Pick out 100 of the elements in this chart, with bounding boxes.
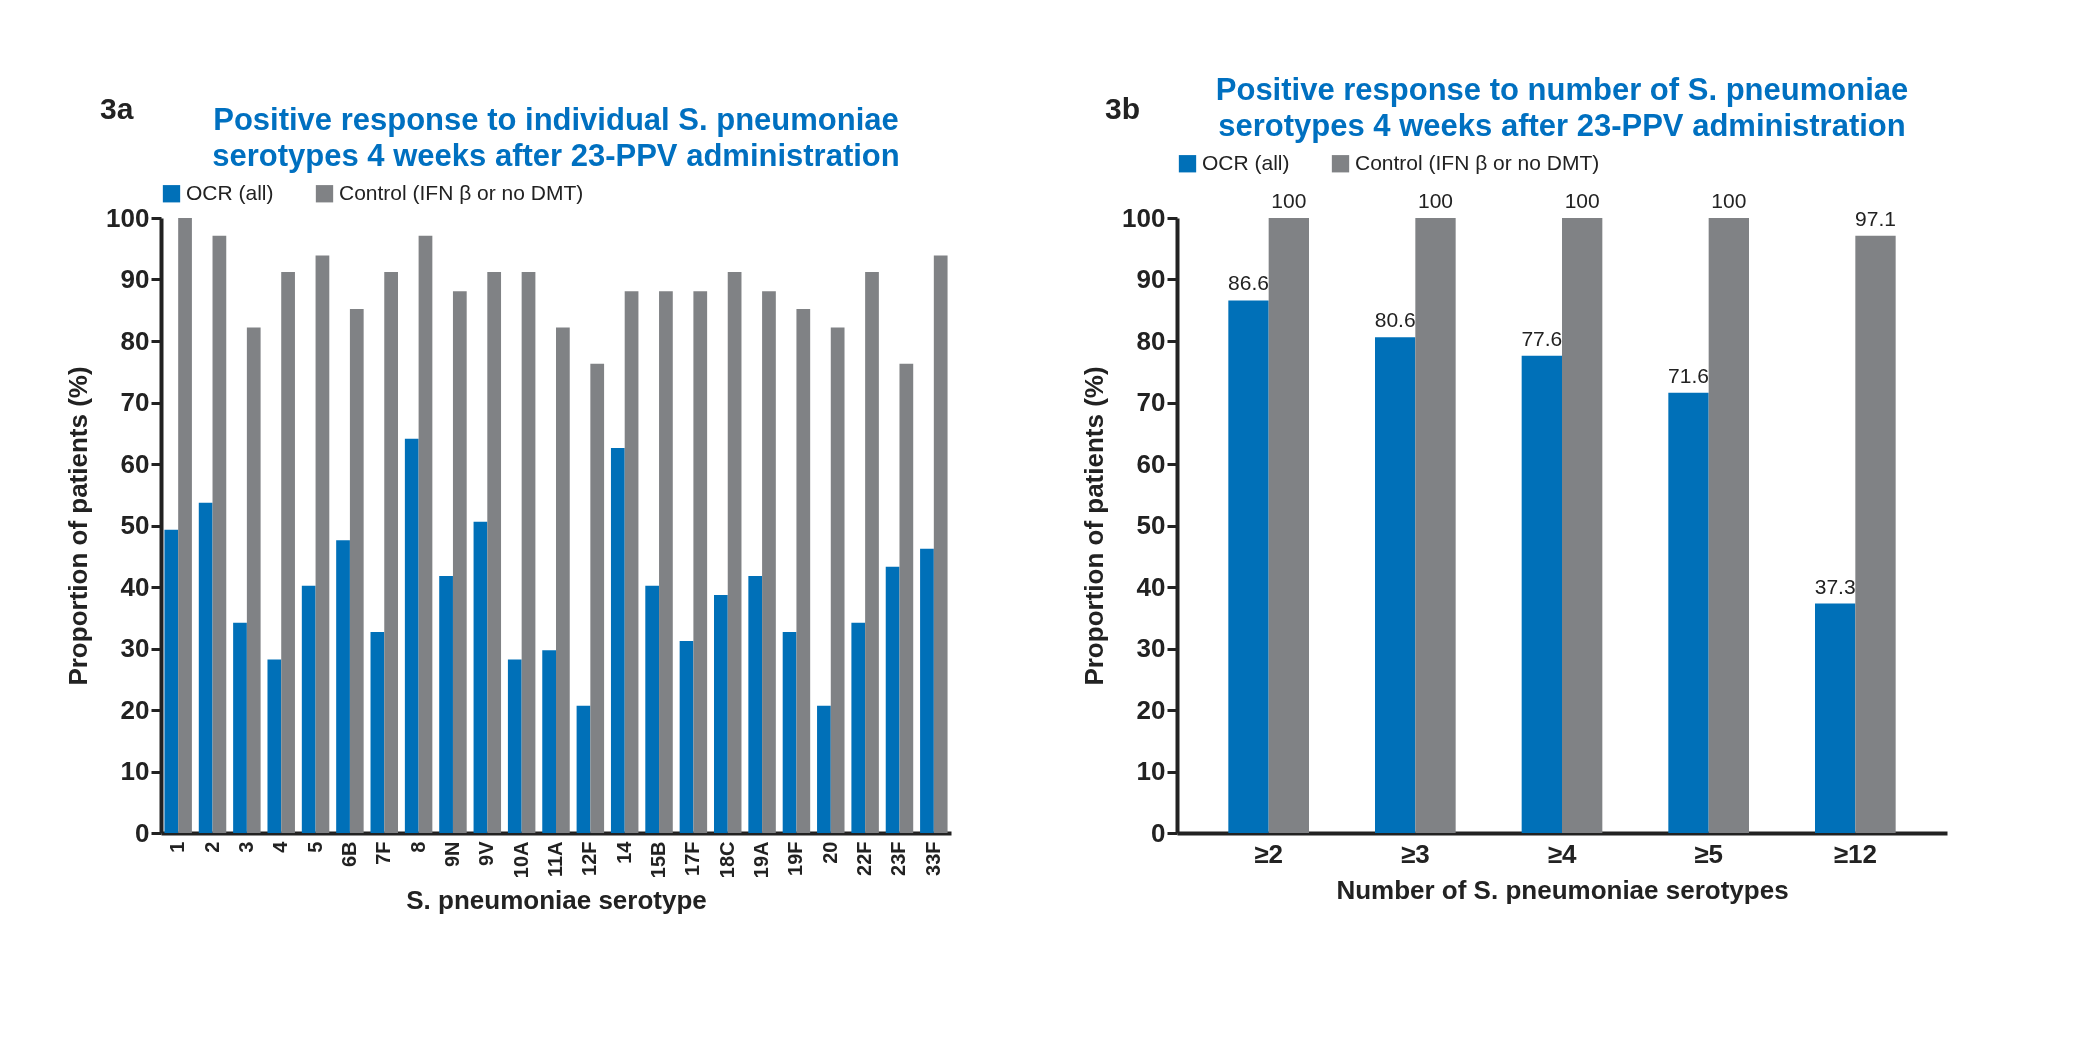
- bar: [281, 272, 295, 833]
- x-tick-label: 33F: [921, 841, 944, 876]
- bar: [851, 622, 866, 833]
- data-label: 80.6: [1374, 308, 1416, 332]
- bar: [762, 291, 776, 833]
- bar: [865, 272, 879, 833]
- x-tick-label: 18C: [715, 841, 738, 879]
- y-tick-label: 90: [1136, 264, 1166, 294]
- bar: [178, 218, 192, 833]
- x-tick-label: 11A: [544, 841, 566, 878]
- x-tick-label: 8: [406, 841, 429, 853]
- x-tick-label: 19A: [750, 841, 773, 879]
- y-tick-label: 80: [120, 325, 150, 356]
- y-tick-label: 40: [1136, 571, 1166, 602]
- x-tick-label: ≥5: [1694, 838, 1724, 869]
- x-tick-label: ≥2: [1254, 838, 1284, 869]
- x-tick-label: 1: [166, 841, 189, 853]
- bar: [1668, 392, 1709, 833]
- x-axis-title: S. pneumoniae serotype: [406, 885, 707, 916]
- x-tick-label: 12F: [578, 841, 601, 876]
- x-tick-label: 3: [234, 841, 257, 853]
- bar: [714, 595, 728, 833]
- chart-title: Positive response to number of S. pneumoniae serotypes 4 weeks after 23-PPV administration: [1215, 72, 1909, 143]
- bar: [1375, 337, 1416, 833]
- bar: [267, 659, 282, 833]
- y-tick-label: 0: [1151, 817, 1166, 848]
- y-tick-label: 100: [1122, 202, 1166, 233]
- bar: [473, 521, 488, 833]
- bar: [198, 502, 213, 833]
- bar: [1228, 300, 1269, 833]
- x-tick-label: ≥4: [1547, 838, 1577, 869]
- y-tick-label: 30: [1136, 633, 1166, 663]
- y-tick-label: 90: [120, 264, 150, 294]
- x-tick-label: 4: [269, 840, 292, 853]
- y-tick-label: 70: [120, 387, 150, 417]
- bar: [1708, 218, 1749, 833]
- bar: [521, 272, 536, 833]
- bar: [542, 650, 556, 833]
- bar: [507, 659, 522, 833]
- bar: [384, 272, 398, 833]
- data-label: 100: [1417, 189, 1454, 212]
- x-tick-label: 22F: [853, 841, 876, 876]
- bar: [233, 622, 247, 833]
- bar: [212, 235, 227, 833]
- bar: [830, 327, 845, 833]
- data-label: 77.6: [1521, 326, 1563, 350]
- legend-label: OCR (all): [186, 180, 274, 204]
- legend-label: Control (IFN β or no DMT): [339, 180, 584, 204]
- legend-label: Control (IFN β or no DMT): [1355, 150, 1600, 174]
- bar: [349, 309, 364, 833]
- text: 3b: [1105, 92, 1141, 126]
- bar: [727, 272, 742, 833]
- data-label: 97.1: [1855, 206, 1896, 230]
- bar: [404, 438, 419, 833]
- bar: [246, 327, 261, 833]
- y-tick-label: 20: [120, 694, 150, 725]
- y-tick-label: 60: [1136, 448, 1166, 479]
- y-tick-label: 70: [1136, 387, 1166, 417]
- bar: [899, 363, 914, 833]
- data-label: 37.3: [1814, 574, 1856, 598]
- bar: [418, 235, 433, 833]
- chart-title: Positive response to individual S. pneumoniae serotypes 4 weeks after 23-PPV administration: [212, 102, 900, 173]
- data-label: 86.6: [1228, 271, 1269, 295]
- y-tick-label: 50: [120, 510, 150, 540]
- x-tick-label: 9N: [440, 841, 463, 868]
- y-tick-label: 80: [1136, 325, 1166, 356]
- bar: [1268, 218, 1309, 833]
- y-tick-label: 60: [120, 448, 150, 479]
- x-tick-label: ≥12: [1833, 838, 1877, 869]
- legend-label: OCR (all): [1202, 150, 1290, 174]
- y-tick-label: 10: [120, 756, 150, 786]
- bar: [782, 631, 797, 833]
- x-tick-label: 7F: [372, 841, 395, 865]
- bar: [1815, 603, 1856, 833]
- bar: [885, 566, 900, 833]
- bar: [556, 327, 570, 833]
- data-label: 100: [1271, 189, 1307, 212]
- x-tick-label: 23F: [887, 841, 910, 876]
- bar: [645, 585, 660, 833]
- x-tick-label: 9V: [475, 840, 498, 866]
- x-tick-label: 20: [818, 841, 841, 864]
- bar: [1415, 218, 1456, 833]
- bar: [1521, 355, 1562, 833]
- bar: [1562, 218, 1603, 833]
- bar: [933, 255, 948, 833]
- bar: [624, 291, 639, 833]
- bar: [439, 575, 453, 833]
- x-axis-title: Number of S. pneumoniae serotypes: [1336, 874, 1789, 905]
- data-label: 71.6: [1668, 363, 1709, 387]
- x-tick-label: ≥3: [1400, 838, 1430, 869]
- bar: [693, 291, 708, 833]
- y-tick-label: 0: [135, 817, 150, 848]
- x-tick-label: 15B: [647, 841, 670, 879]
- y-tick-label: 40: [120, 571, 150, 602]
- bar: [452, 291, 467, 833]
- data-label: 100: [1711, 189, 1747, 212]
- bar: [659, 291, 673, 833]
- bar: [590, 363, 605, 833]
- bar: [301, 585, 316, 833]
- y-axis-title: Proportion of patients (%): [63, 366, 94, 686]
